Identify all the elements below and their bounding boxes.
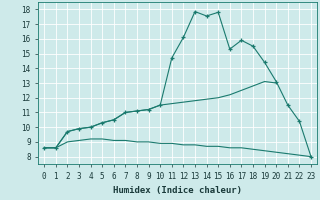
X-axis label: Humidex (Indice chaleur): Humidex (Indice chaleur) (113, 186, 242, 195)
